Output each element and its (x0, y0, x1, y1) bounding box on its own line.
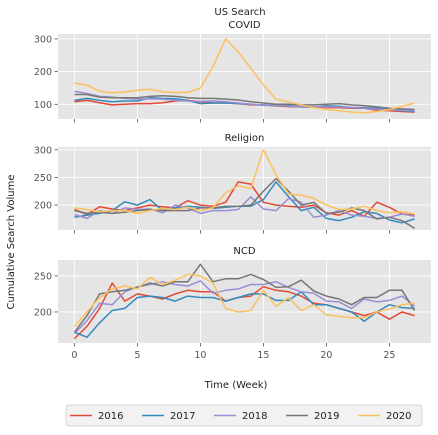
legend: 2016 2017 2018 2019 2020 (65, 404, 423, 427)
y-axis-label: Cumulative Search Volume (6, 175, 17, 310)
figure-suptitle: US Search (214, 7, 265, 18)
panel-title: COVID (228, 20, 260, 31)
series-line-2016 (73, 282, 415, 340)
legend-label-2017: 2017 (170, 411, 195, 422)
ncd-panel: 0 5 10 15 20 25 200 250 NCD (34, 246, 431, 361)
religion-panel: 200 250 300 Religion (34, 133, 431, 234)
legend-label-2016: 2016 (98, 411, 123, 422)
y-tick-label: 200 (34, 201, 52, 212)
y-tick-label: 200 (34, 67, 52, 78)
series-line-2020 (74, 149, 415, 215)
series-line-2019 (73, 263, 416, 333)
y-tick-label: 200 (34, 307, 52, 318)
x-tick-label: 20 (320, 350, 332, 361)
series-line-2020 (74, 38, 415, 114)
x-axis-label: Time (Week) (204, 380, 268, 391)
plot-area (58, 260, 431, 343)
series-line-2017 (74, 291, 415, 338)
x-tick-label: 15 (257, 350, 269, 361)
legend-frame (65, 404, 423, 427)
series-line-2018 (74, 196, 415, 220)
y-tick-label: 300 (34, 145, 52, 156)
x-tick-label: 5 (134, 350, 140, 361)
legend-label-2020: 2020 (386, 411, 411, 422)
panel-title: Religion (225, 133, 265, 144)
x-tick-label: 10 (194, 350, 206, 361)
y-tick-label: 250 (34, 271, 52, 282)
legend-label-2018: 2018 (242, 411, 267, 422)
plot-area (58, 147, 431, 230)
x-tick-label: 25 (383, 350, 395, 361)
y-tick-label: 250 (34, 173, 52, 184)
series-line-2018 (74, 90, 415, 112)
y-tick-label: 300 (34, 34, 52, 45)
series-line-2020 (73, 273, 415, 327)
legend-label-2019: 2019 (314, 411, 339, 422)
x-tick-label: 0 (71, 350, 77, 361)
panel-title: NCD (233, 246, 255, 257)
y-tick-label: 100 (34, 100, 52, 111)
covid-panel: 100 200 300 COVID (34, 20, 431, 123)
series-line-2019 (74, 93, 415, 111)
